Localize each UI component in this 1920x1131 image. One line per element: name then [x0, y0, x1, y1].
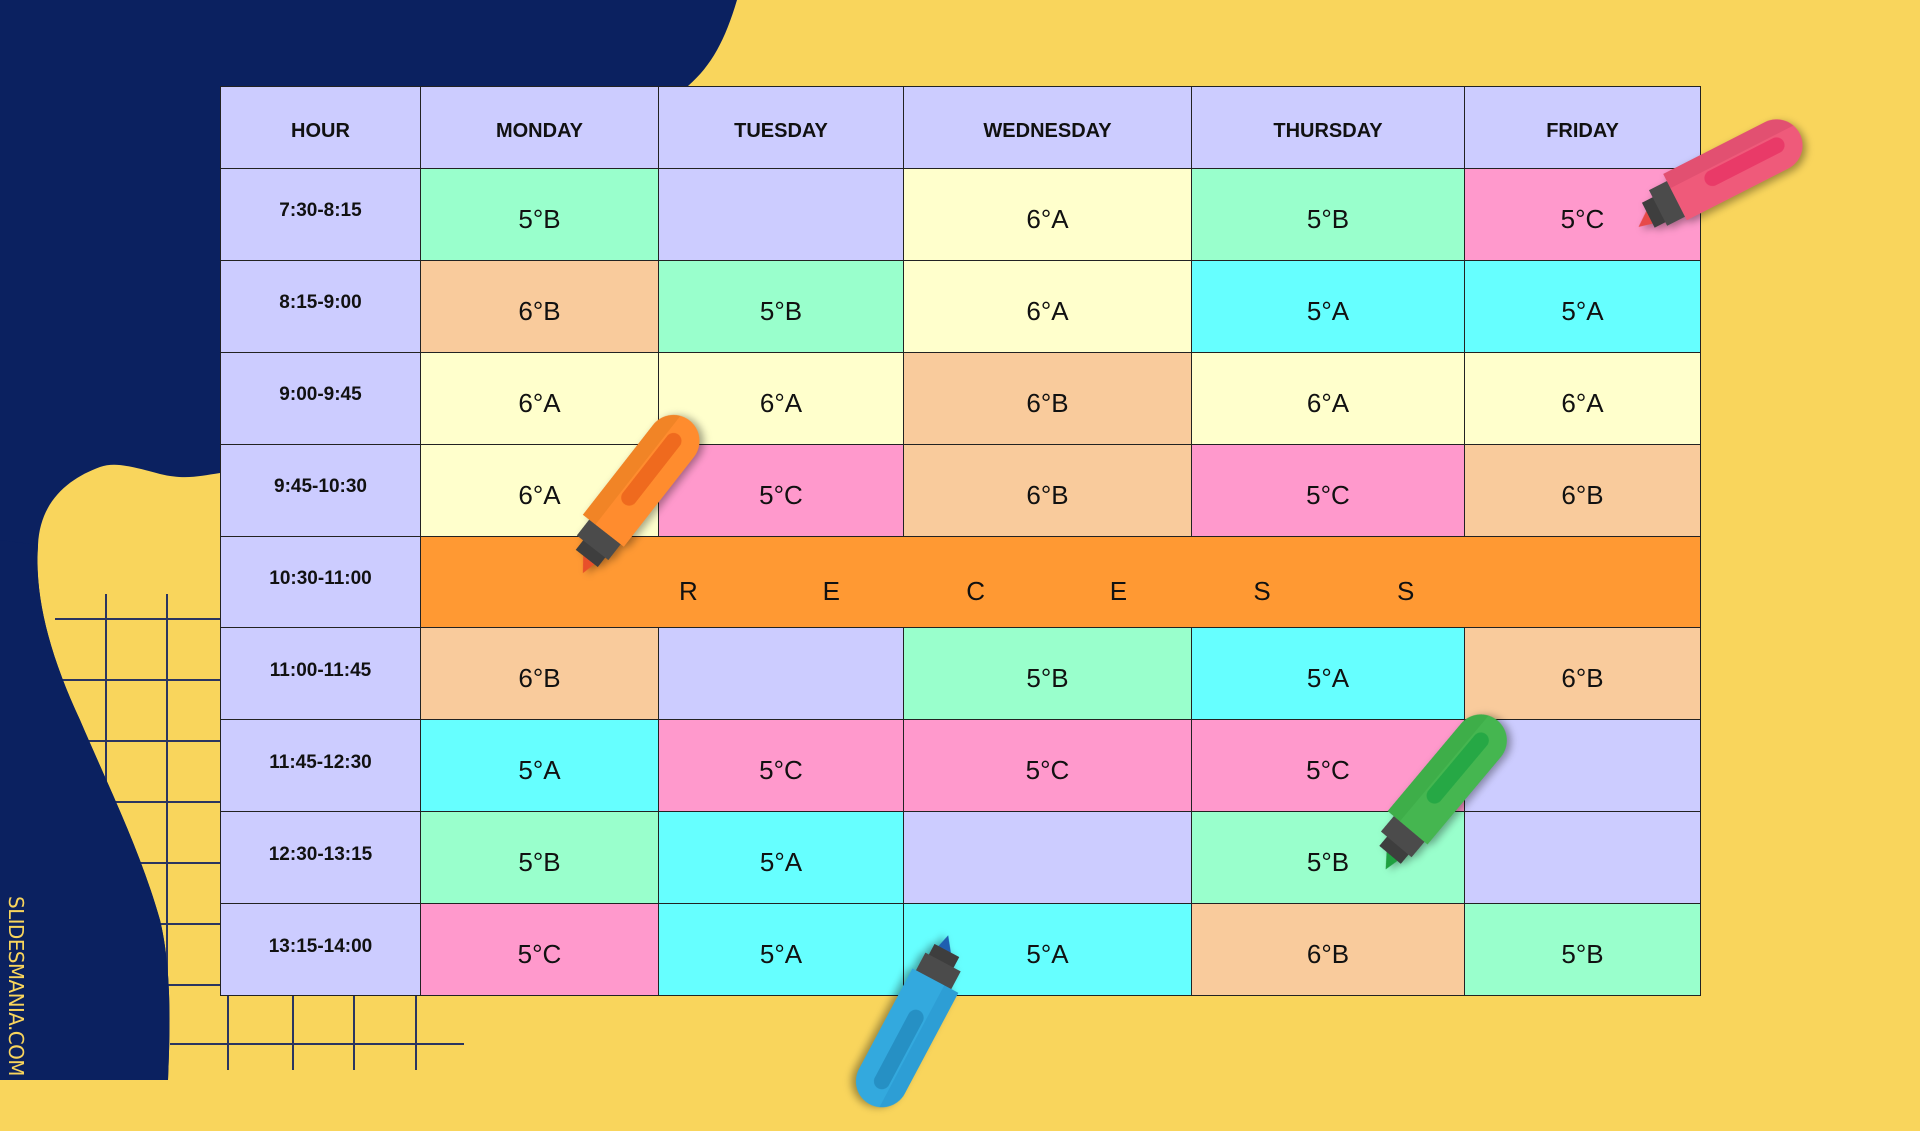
class-cell: 6°B [1464, 627, 1701, 721]
class-cell: 5°C [420, 903, 659, 997]
table-row: 9:45-10:30 6°A 5°C 6°B 5°C 6°B [220, 443, 1701, 537]
hour-cell: 13:15-14:00 [220, 903, 421, 997]
class-cell: 5°A [658, 903, 904, 997]
class-cell: 6°A [1191, 351, 1465, 445]
hour-cell: 8:15-9:00 [220, 259, 421, 353]
recess-letter: E [1109, 575, 1128, 606]
schedule-table: HOUR MONDAY TUESDAY WEDNESDAY THURSDAY F… [220, 86, 1701, 997]
class-cell: 5°A [1464, 259, 1701, 353]
brand-text: SLIDESMANIA.COM [4, 896, 28, 1076]
class-cell: 6°A [903, 259, 1192, 353]
class-cell [1464, 811, 1701, 905]
recess-letter: C [966, 575, 985, 606]
class-cell: 5°B [420, 811, 659, 905]
blue-marker-icon [855, 935, 961, 1108]
table-row: 12:30-13:15 5°B 5°A 5°B [220, 811, 1701, 905]
class-cell: 6°A [1464, 351, 1701, 445]
class-cell [658, 627, 904, 721]
class-cell: 5°B [903, 627, 1192, 721]
class-cell: 5°A [658, 811, 904, 905]
header-hour: HOUR [220, 86, 421, 169]
header-row: HOUR MONDAY TUESDAY WEDNESDAY THURSDAY F… [220, 86, 1701, 169]
table-row: 7:30-8:15 5°B 6°A 5°B 5°C [220, 168, 1701, 261]
class-cell: 5°C [658, 443, 904, 537]
class-cell: 6°A [658, 351, 904, 445]
class-cell: 5°C [658, 719, 904, 813]
green-marker-icon [1379, 714, 1507, 870]
navy-blob-overlay [0, 540, 170, 1080]
table-row: 11:00-11:45 6°B 5°B 5°A 6°B [220, 627, 1701, 721]
brand-watermark: SLIDESMANIA.COM [2, 896, 30, 1076]
recess-letter: R [679, 575, 698, 606]
table-row: 11:45-12:30 5°A 5°C 5°C 5°C [220, 719, 1701, 813]
recess-letter: S [1396, 575, 1415, 606]
class-cell: 5°A [1191, 627, 1465, 721]
class-cell: 5°B [1464, 903, 1701, 997]
class-cell: 6°B [903, 351, 1192, 445]
class-cell: 6°B [1191, 903, 1465, 997]
recess-letter: E [822, 575, 840, 606]
class-cell: 6°B [420, 627, 659, 721]
table-row: 8:15-9:00 6°B 5°B 6°A 5°A 5°A [220, 259, 1701, 353]
class-cell: 5°C [1191, 443, 1465, 537]
header-monday: MONDAY [420, 86, 659, 169]
class-cell: 5°C [903, 719, 1192, 813]
class-cell: 5°B [1191, 168, 1465, 261]
navy-blob [0, 0, 737, 1080]
header-wednesday: WEDNESDAY [903, 86, 1192, 169]
hour-cell: 9:45-10:30 [220, 443, 421, 537]
class-cell: 5°A [1191, 259, 1465, 353]
pink-marker-icon [1638, 119, 1803, 228]
header-friday: FRIDAY [1464, 86, 1701, 169]
class-cell: 6°B [903, 443, 1192, 537]
hour-cell: 12:30-13:15 [220, 811, 421, 905]
hour-cell: 7:30-8:15 [220, 168, 421, 261]
header-thursday: THURSDAY [1191, 86, 1465, 169]
recess-letter: S [1253, 575, 1271, 606]
recess-row: 10:30-11:00 R E C E S S [220, 535, 1701, 629]
table-row: 9:00-9:45 6°A 6°A 6°B 6°A 6°A [220, 351, 1701, 445]
hour-cell: 9:00-9:45 [220, 351, 421, 445]
background-shapes [0, 0, 737, 1080]
class-cell: 5°B [1191, 811, 1465, 905]
table-row: 13:15-14:00 5°C 5°A 5°A 6°B 5°B [220, 903, 1701, 997]
header-tuesday: TUESDAY [658, 86, 904, 169]
class-cell: 6°A [420, 351, 659, 445]
hour-cell: 10:30-11:00 [220, 535, 421, 629]
hour-cell: 11:45-12:30 [220, 719, 421, 813]
class-cell: 6°B [1464, 443, 1701, 537]
class-cell: 5°B [658, 259, 904, 353]
class-cell: 6°B [420, 259, 659, 353]
hour-cell: 11:00-11:45 [220, 627, 421, 721]
orange-marker-icon [575, 414, 700, 574]
class-cell: 5°A [903, 903, 1192, 997]
class-cell: 5°C [1191, 719, 1465, 813]
class-cell [658, 168, 904, 261]
class-cell: 5°A [420, 719, 659, 813]
class-cell: 6°A [903, 168, 1192, 261]
class-cell [903, 811, 1192, 905]
class-cell: 5°B [420, 168, 659, 261]
